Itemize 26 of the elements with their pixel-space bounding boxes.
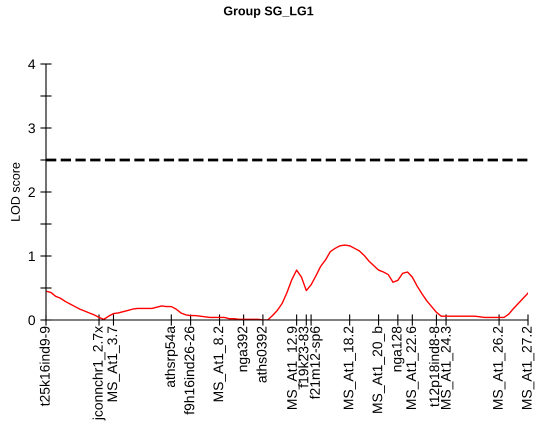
x-tick-label: MS_At1_8.2 (213, 326, 226, 402)
x-tick-label: nga128 (392, 326, 404, 372)
x-tick-label: MS_At1_24.3 (440, 326, 454, 410)
x-tick-label: f21m12-sp6 (310, 326, 323, 400)
x-tick-label: MS_At1_27.2 (522, 326, 534, 410)
x-tick-label: MS_At1_22.6 (406, 326, 419, 410)
y-tick-label: 3 (28, 123, 35, 134)
y-axis-title: LOD score (10, 162, 20, 221)
x-tick-label: athsrp54a (164, 326, 178, 388)
x-tick-label: nga392 (238, 326, 250, 372)
y-tick-label: 0 (28, 315, 36, 326)
y-tick-label: 1 (28, 251, 35, 262)
y-tick-label: 2 (28, 187, 35, 198)
x-tick-label: MS_At1_20_b (372, 326, 385, 413)
x-tick-label: MS_At1_3.7 (107, 326, 120, 402)
x-tick-label: MS_At1_18.2 (344, 326, 356, 410)
x-tick-label: f19k23-83 (298, 326, 308, 388)
x-tick-label: aths0392 (256, 326, 267, 383)
x-tick-label: MS_At1_26.2 (492, 326, 506, 410)
x-tick-label: MS_At1_12.9 (287, 326, 300, 410)
x-tick-label: t25k16ind9-9 (40, 326, 50, 406)
x-tick-label: t12p18ind8-8 (429, 326, 442, 407)
x-tick-label: f9h16ind26-26 (184, 326, 194, 415)
y-tick-label: 4 (28, 59, 36, 70)
chart-title: Group SG_LG1 (224, 6, 314, 18)
x-tick-label: jconnchr1_2.7x (92, 326, 106, 421)
